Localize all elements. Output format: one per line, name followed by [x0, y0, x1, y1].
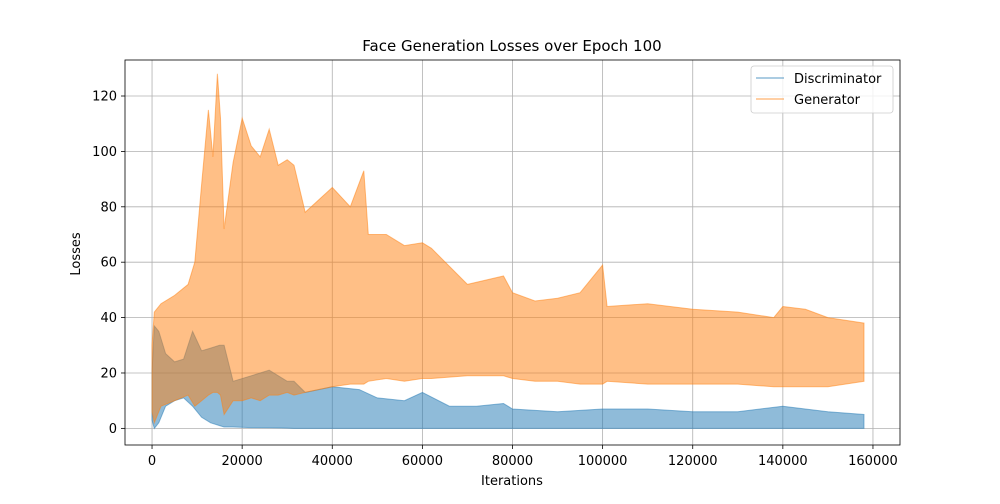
x-tick-label: 60000 — [402, 454, 443, 469]
y-tick-label: 100 — [92, 145, 117, 160]
x-axis-ticks: 0 20000 40000 60000 80000 100000 120000 140000 1… — [148, 445, 898, 469]
y-tick-label: 60 — [100, 256, 117, 271]
x-axis-label: Iterations — [481, 474, 543, 489]
x-tick-label: 100000 — [578, 454, 628, 469]
x-tick-label: 120000 — [668, 454, 718, 469]
x-tick-label: 40000 — [312, 454, 353, 469]
y-tick-label: 20 — [100, 366, 117, 381]
x-tick-label: 140000 — [758, 454, 808, 469]
series-layer — [151, 73, 865, 430]
legend-label-discriminator: Discriminator — [794, 72, 882, 87]
y-axis-ticks: 0 20 40 60 80 100 120 — [92, 90, 125, 437]
y-tick-label: 120 — [92, 90, 117, 105]
x-tick-label: 0 — [148, 454, 156, 469]
y-tick-label: 40 — [100, 311, 117, 326]
y-tick-label: 0 — [109, 422, 117, 437]
x-tick-label: 160000 — [848, 454, 898, 469]
x-tick-label: 20000 — [221, 454, 262, 469]
legend-box — [750, 65, 894, 114]
series-generator — [151, 73, 865, 425]
chart-title: Face Generation Losses over Epoch 100 — [362, 37, 661, 55]
x-tick-label: 80000 — [492, 454, 533, 469]
legend: Discriminator Generator — [750, 65, 894, 114]
y-axis-label: Losses — [69, 232, 84, 276]
y-tick-label: 80 — [100, 200, 117, 215]
legend-label-generator: Generator — [794, 93, 861, 108]
